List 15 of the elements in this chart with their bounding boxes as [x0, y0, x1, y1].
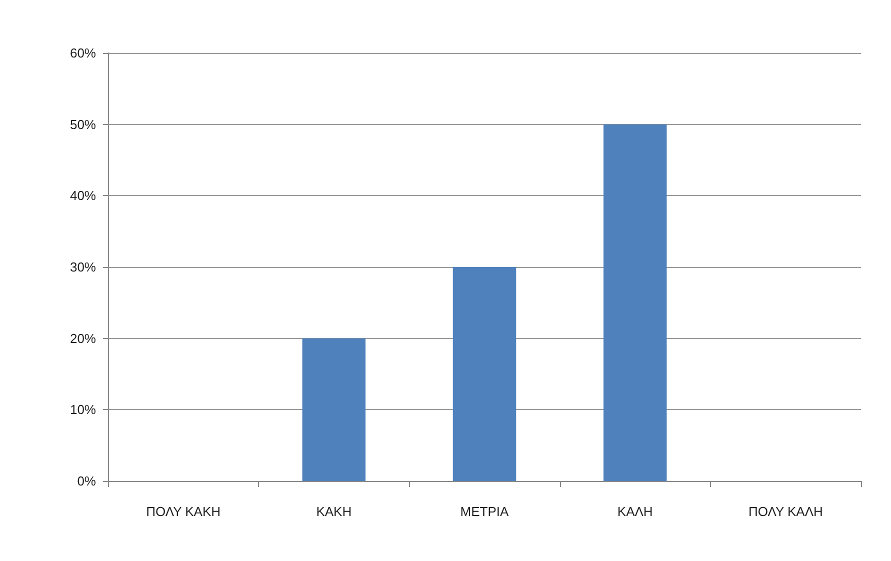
bar — [603, 124, 667, 481]
y-tick-label: 60% — [70, 46, 96, 60]
x-tick-label: ΠΟΛΥ ΚΑΛΗ — [748, 504, 823, 519]
bar — [302, 338, 366, 481]
y-tick-label: 40% — [70, 188, 96, 204]
y-tick-label: 0% — [77, 474, 96, 488]
x-tick-label: ΠΟΛΥ ΚΑΚΗ — [146, 504, 221, 519]
x-tick-label: ΜΕΤΡΙΑ — [460, 504, 510, 519]
x-tick-label: ΚΑΚΗ — [316, 504, 352, 519]
x-tick-label: ΚΑΛΗ — [617, 504, 653, 519]
y-tick-label: 50% — [70, 116, 96, 132]
y-tick-label: 10% — [70, 402, 96, 418]
y-tick-label: 30% — [70, 260, 96, 274]
bar — [452, 267, 516, 481]
y-tick-label: 20% — [70, 330, 96, 346]
